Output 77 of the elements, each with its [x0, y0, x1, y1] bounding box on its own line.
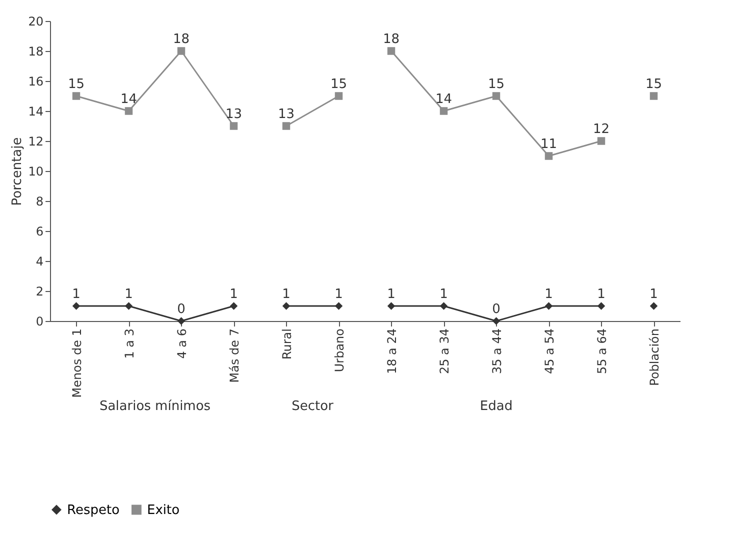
- point: [544, 152, 553, 160]
- point: [334, 92, 343, 100]
- point: [387, 302, 396, 310]
- y-tick-label: 20: [28, 14, 44, 28]
- y-tick-label: 8: [36, 194, 44, 208]
- x-tick-label: Rural: [280, 328, 294, 360]
- y-tick-label: 16: [28, 74, 44, 88]
- x-tick-label: Menos de 1: [70, 328, 84, 398]
- data-label: 0: [177, 302, 186, 317]
- data-label: 1: [440, 287, 448, 302]
- y-tick-label: 6: [36, 224, 44, 238]
- data-label: 0: [492, 302, 500, 317]
- data-label: 14: [435, 92, 452, 107]
- data-label: 11: [540, 137, 558, 152]
- data-label: 1: [387, 287, 396, 302]
- data-label: 1: [650, 287, 658, 302]
- x-tick-label: Más de 7: [227, 328, 242, 383]
- point: [597, 137, 606, 145]
- point: [440, 107, 448, 115]
- data-label: 1: [72, 287, 80, 302]
- y-tick-label: 18: [28, 44, 44, 58]
- x-tick-label: 35 a 44: [490, 328, 504, 374]
- point: [597, 302, 606, 310]
- data-label: 13: [225, 107, 242, 122]
- y-axis-title: Porcentaje: [10, 137, 26, 206]
- point: [177, 47, 186, 55]
- text: Salarios mínimos: [99, 399, 211, 414]
- y-tick-label: 2: [36, 284, 44, 298]
- x-tick-label: 4 a 6: [174, 328, 189, 359]
- point: [492, 317, 500, 325]
- point: [230, 302, 238, 310]
- x-tick-label: 55 a 64: [594, 328, 609, 374]
- data-label: 1: [230, 287, 238, 302]
- y-tick-label: 12: [28, 134, 44, 148]
- data-label: 15: [645, 77, 662, 92]
- data-label: 15: [330, 77, 348, 92]
- point: [650, 92, 658, 100]
- point: [282, 302, 290, 310]
- data-label: 14: [120, 92, 138, 107]
- point: [230, 122, 238, 130]
- y-tick-label: 4: [36, 254, 44, 268]
- data-label: 15: [68, 77, 85, 92]
- point: [334, 302, 343, 310]
- text: Sector: [292, 399, 334, 414]
- point: [492, 92, 500, 100]
- x-tick-label: Urbano: [332, 328, 346, 372]
- data-label: 1: [334, 287, 343, 302]
- legend-label: Respeto: [67, 502, 120, 518]
- y-tick-label: 10: [28, 164, 44, 178]
- point: [544, 302, 553, 310]
- point: [282, 122, 290, 130]
- x-tick-label: 45 a 54: [542, 328, 556, 374]
- data-label: 12: [592, 122, 610, 137]
- point: [387, 47, 396, 55]
- legend-label: Exito: [147, 502, 180, 518]
- data-label: 13: [278, 107, 295, 122]
- point: [177, 317, 186, 325]
- data-label: 18: [382, 32, 400, 47]
- x-tick-label: 25 a 34: [437, 328, 452, 374]
- point: [124, 302, 133, 310]
- data-label: 15: [488, 77, 505, 92]
- data-label: 1: [597, 287, 606, 302]
- y-tick-label: 0: [36, 314, 44, 328]
- data-label: 1: [282, 287, 290, 302]
- point: [440, 302, 448, 310]
- point: [72, 302, 80, 310]
- x-tick-label: 18 a 24: [384, 328, 399, 374]
- point: [650, 302, 658, 310]
- data-label: 18: [172, 32, 190, 47]
- x-tick-label: Población: [647, 328, 662, 386]
- point: [72, 92, 80, 100]
- text: Edad: [480, 399, 513, 414]
- y-tick-label: 14: [28, 104, 44, 118]
- data-label: 1: [124, 287, 133, 302]
- x-tick-label: 1 a 3: [122, 328, 136, 359]
- point: [124, 107, 133, 115]
- data-label: 1: [544, 287, 553, 302]
